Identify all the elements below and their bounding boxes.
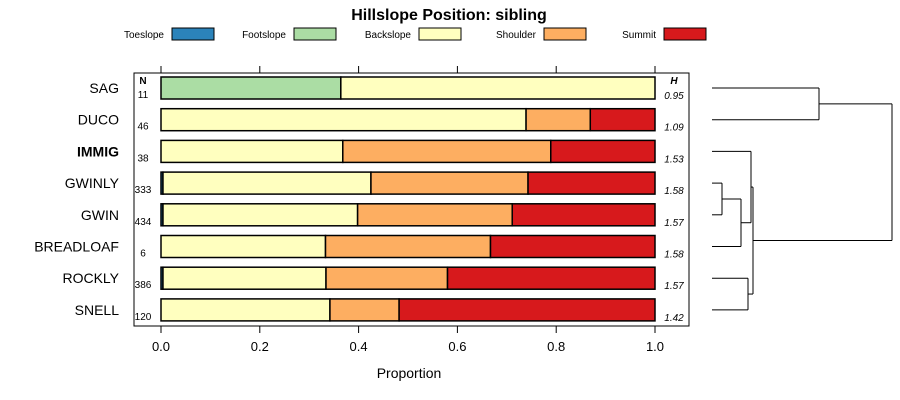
bar-segment-summit <box>446 266 656 290</box>
legend-swatch-toeslope <box>171 27 215 41</box>
bar-row-rockly: ROCKLY 386 1.57 <box>62 266 684 292</box>
n-value: 6 <box>140 249 146 260</box>
bar-segment-shoulder <box>370 171 529 195</box>
legend-swatch-shoulder <box>543 27 587 41</box>
n-value: 38 <box>137 153 149 164</box>
h-value: 1.09 <box>664 123 684 134</box>
category-label: ROCKLY <box>62 270 119 286</box>
n-value: 386 <box>135 280 152 291</box>
n-column-header: N <box>139 76 146 87</box>
legend-label-toeslope: Toeslope <box>124 30 164 41</box>
bar-segment-summit <box>511 203 656 227</box>
h-value: 1.42 <box>664 313 684 324</box>
bar-segment-shoulder <box>342 139 552 164</box>
legend: Toeslope Footslope Backslope Shoulder Summit <box>124 27 707 41</box>
category-label: IMMIG <box>77 143 119 159</box>
bar-segment-footslope <box>160 76 342 100</box>
n-value: 120 <box>135 312 152 323</box>
n-value: 434 <box>135 217 152 228</box>
h-value: 0.95 <box>664 91 684 102</box>
bar-segment-shoulder <box>324 234 492 259</box>
category-label: GWIN <box>81 207 119 223</box>
x-tick-label: 1.0 <box>646 339 664 354</box>
x-tick-label: 0.6 <box>448 339 466 354</box>
x-tick-label: 0.4 <box>350 339 368 354</box>
category-label: DUCO <box>78 112 119 128</box>
bar-segment-shoulder <box>356 203 513 227</box>
bar-segment-summit <box>527 171 656 195</box>
h-value: 1.53 <box>664 154 684 165</box>
bar-segment-backslope <box>160 234 327 259</box>
bar-row-immig: IMMIG 38 1.53 <box>77 139 684 165</box>
h-value: 1.58 <box>664 186 684 197</box>
category-label: GWINLY <box>65 175 120 191</box>
bar-rows: SAG 11 0.95 DUCO 46 1.09 IMMIG 38 1.53 GWINLY 333 1… <box>34 76 684 324</box>
x-tick-label: 0.2 <box>251 339 269 354</box>
bar-segment-backslope <box>160 139 344 164</box>
bar-row-breadloaf: BREADLOAF 6 1.58 <box>34 234 684 261</box>
n-value: 333 <box>135 185 152 196</box>
legend-label-footslope: Footslope <box>242 30 286 41</box>
chart-title: Hillslope Position: sibling <box>351 7 547 24</box>
x-axis: 0.0 0.2 0.4 0.6 0.8 1.0 <box>152 66 664 354</box>
bar-row-gwin: GWIN 434 1.57 <box>81 203 684 229</box>
bar-segment-backslope <box>160 107 527 132</box>
bar-segment-backslope <box>162 171 372 195</box>
bar-row-duco: DUCO 46 1.09 <box>78 107 684 134</box>
x-axis-label: Proportion <box>377 365 442 381</box>
legend-label-shoulder: Shoulder <box>496 30 537 41</box>
bar-row-sag: SAG 11 0.95 <box>89 76 684 102</box>
legend-label-summit: Summit <box>622 30 656 41</box>
bar-row-gwinly: GWINLY 333 1.58 <box>65 171 684 197</box>
h-value: 1.57 <box>664 218 684 229</box>
bar-segment-backslope <box>160 298 331 322</box>
category-label: BREADLOAF <box>34 239 119 255</box>
bar-segment-summit <box>589 107 656 132</box>
category-label: SAG <box>89 80 119 96</box>
legend-swatch-summit <box>663 27 707 41</box>
bar-segment-summit <box>398 298 656 322</box>
x-tick-label: 0.0 <box>152 339 170 354</box>
bar-segment-backslope <box>162 203 359 227</box>
h-value: 1.57 <box>664 281 684 292</box>
bar-segment-shoulder <box>325 266 449 290</box>
legend-swatch-backslope <box>418 27 462 41</box>
bar-segment-summit <box>489 234 656 259</box>
bar-segment-shoulder <box>329 298 400 322</box>
n-value: 11 <box>138 90 149 101</box>
h-value: 1.58 <box>664 250 684 261</box>
bar-segment-summit <box>550 139 656 164</box>
bar-segment-backslope <box>340 76 656 100</box>
x-tick-label: 0.8 <box>547 339 565 354</box>
plot-frame <box>133 72 690 327</box>
bar-segment-backslope <box>162 266 327 290</box>
legend-swatch-footslope <box>293 27 337 41</box>
legend-label-backslope: Backslope <box>365 30 412 41</box>
h-column-header: H <box>670 76 678 87</box>
n-value: 46 <box>137 122 149 133</box>
category-label: SNELL <box>75 302 120 318</box>
bar-segment-shoulder <box>525 107 592 132</box>
bar-row-snell: SNELL 120 1.42 <box>75 298 684 324</box>
dendrogram <box>712 87 893 311</box>
